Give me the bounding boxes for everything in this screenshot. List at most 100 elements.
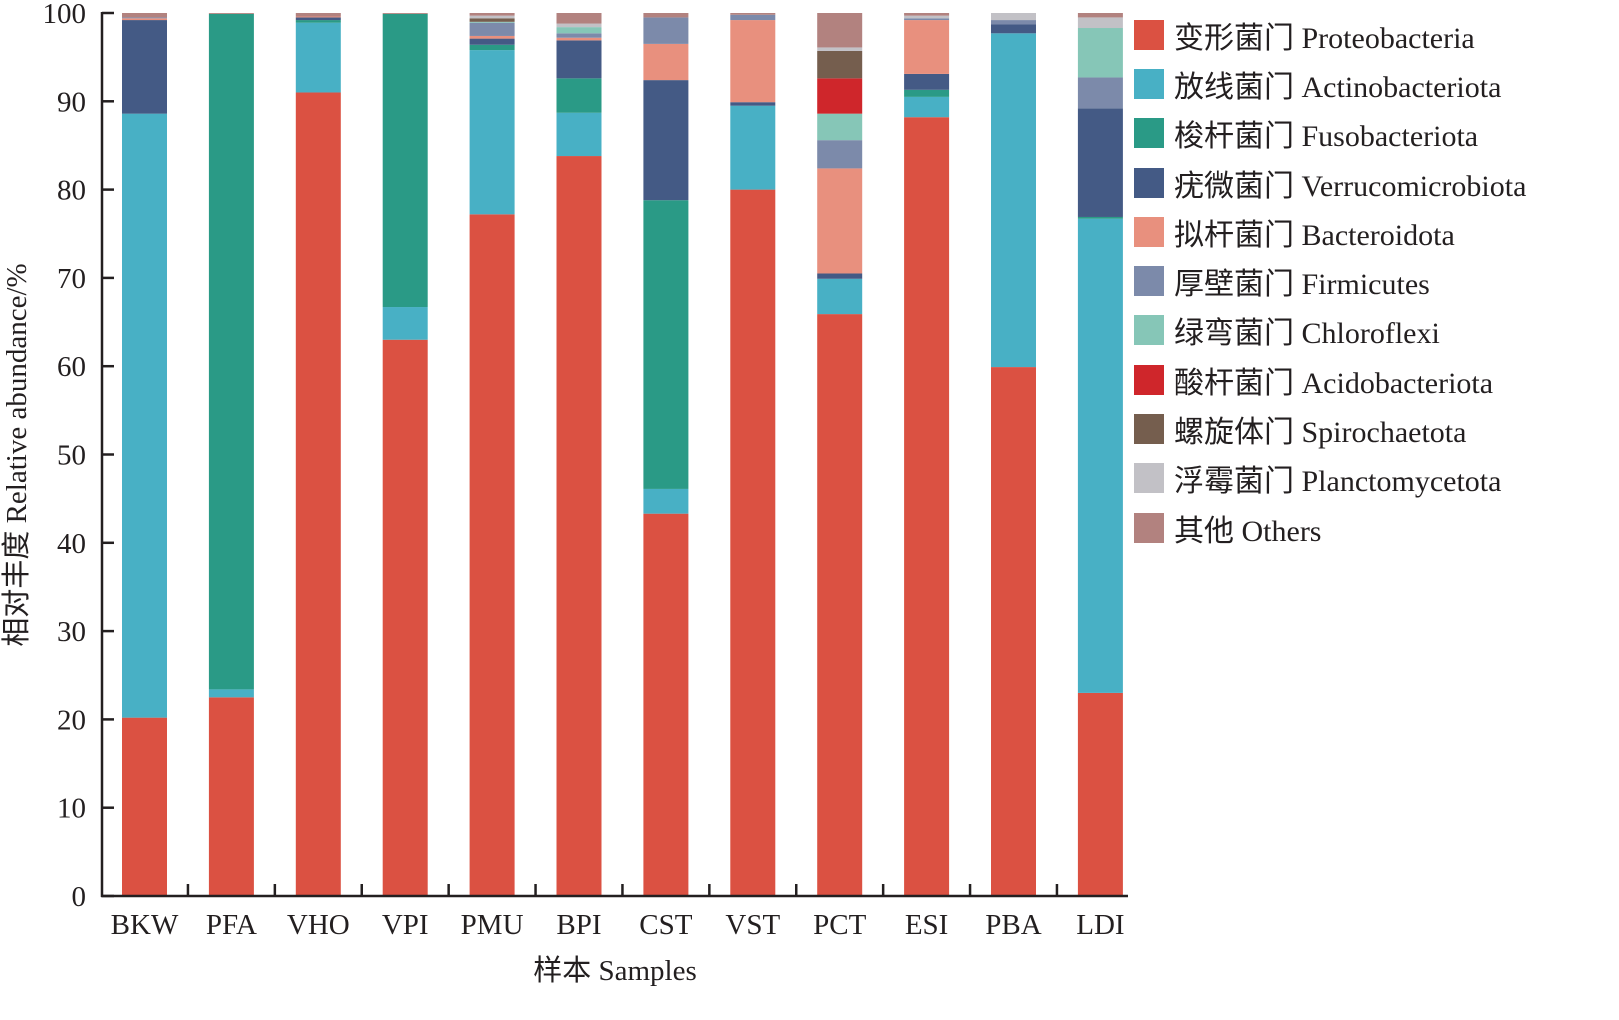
y-axis-title: 相对丰度 Relative abundance/% <box>0 263 33 646</box>
bar-segment <box>991 20 1036 25</box>
bar-segment <box>1077 77 1123 109</box>
y-tick-label: 20 <box>57 704 86 736</box>
x-tick-label: PMU <box>461 909 524 941</box>
bar-segment <box>904 96 950 118</box>
legend-swatch <box>1134 364 1164 395</box>
bar-segment <box>469 21 515 23</box>
bar-group-pct <box>817 13 863 896</box>
y-tick-label: 80 <box>57 175 86 207</box>
axes-layer <box>100 12 1128 898</box>
bar-group-vho <box>295 13 341 897</box>
bar-segment <box>469 18 515 22</box>
bar-segment <box>1077 17 1123 29</box>
bar-segment <box>556 40 602 79</box>
bar-segment <box>730 13 776 15</box>
bar-segment <box>991 33 1036 368</box>
bar-segment <box>1077 218 1123 693</box>
legend-label: 酸杆菌门 Acidobacteriota <box>1174 366 1494 400</box>
bar-segment <box>122 20 167 114</box>
bar-segment <box>730 14 776 21</box>
legend-swatch <box>1134 167 1164 198</box>
legend-swatch <box>1134 19 1164 50</box>
bar-segment <box>469 13 515 16</box>
legend-swatch <box>1134 414 1164 445</box>
legend-swatch <box>1134 266 1164 297</box>
bar-segment <box>295 16 341 18</box>
y-ticks: 0 10 20 30 40 50 60 70 80 90 100 <box>43 0 114 913</box>
legend-label: 拟杆菌门 Bacteroidota <box>1174 218 1455 252</box>
legend-item: 厚壁菌门 Firmicutes <box>1134 256 1526 305</box>
bar-segment <box>643 80 689 201</box>
bar-segment <box>730 102 776 106</box>
y-tick-label: 0 <box>72 881 87 913</box>
x-tick-label: LDI <box>1076 909 1124 941</box>
bar-segment <box>122 18 167 21</box>
legend-label: 厚壁菌门 Firmicutes <box>1174 268 1430 302</box>
bar-segment <box>643 513 689 896</box>
bar-segment <box>556 33 602 38</box>
x-tick-label: PFA <box>206 909 257 941</box>
x-tick-label: CST <box>639 909 692 941</box>
bar-segment <box>295 13 341 17</box>
y-tick-label: 30 <box>57 616 86 648</box>
legend-swatch <box>1134 463 1164 494</box>
bar-segment <box>730 20 776 103</box>
bar-segment <box>730 105 776 190</box>
bar-segment <box>556 78 602 113</box>
legend-item: 螺旋体门 Spirochaetota <box>1134 404 1526 453</box>
legend-item: 疣微菌门 Verrucomicrobiota <box>1134 158 1526 207</box>
legend-item: 其他 Others <box>1134 503 1526 552</box>
bar-segment <box>643 17 689 44</box>
bar-group-vst <box>730 13 776 897</box>
legend-item: 拟杆菌门 Bacteroidota <box>1134 207 1526 256</box>
bar-segment <box>904 15 950 19</box>
x-tick-label: VST <box>725 909 780 941</box>
bar-segment <box>904 13 950 16</box>
bar-segment <box>122 17 167 19</box>
legend-swatch <box>1134 118 1164 149</box>
bar-segment <box>556 112 602 157</box>
bar-segment <box>904 89 950 97</box>
bar-segment <box>469 44 515 51</box>
bar-segment <box>208 13 254 690</box>
bar-segment <box>1077 108 1123 217</box>
bar-segment <box>469 22 515 36</box>
bar-segment <box>295 92 341 897</box>
legend: 变形菌门 Proteobacteria 放线菌门 Actinobacteriota… <box>1134 10 1526 552</box>
y-tick-label: 40 <box>57 528 86 560</box>
x-tick-label: VHO <box>287 909 350 941</box>
bar-segment <box>1077 216 1123 219</box>
x-tick-label: PBA <box>985 909 1041 941</box>
bar-segment <box>817 13 863 48</box>
legend-item: 变形菌门 Proteobacteria <box>1134 10 1526 59</box>
bar-segment <box>817 50 863 79</box>
bar-group-bkw <box>122 13 167 896</box>
bar-group-esi <box>904 13 950 897</box>
y-tick-label: 70 <box>57 263 86 295</box>
legend-label: 放线菌门 Actinobacteriota <box>1174 70 1502 104</box>
legend-label: 梭杆菌门 Fusobacteriota <box>1174 120 1479 154</box>
bar-segment <box>208 697 254 896</box>
bar-segment <box>295 20 341 23</box>
bar-segment <box>1077 13 1123 18</box>
bar-segment <box>382 13 428 308</box>
bar-segment <box>382 307 428 340</box>
legend-item: 浮霉菌门 Planctomycetota <box>1134 454 1526 503</box>
x-ticks: BKW PFA VHO VPI PMU BPI CST VST PCT ESI PBA LDI <box>111 884 1125 941</box>
legend-item: 绿弯菌门 Chloroflexi <box>1134 306 1526 355</box>
y-tick-label: 10 <box>57 793 86 825</box>
bar-segment <box>469 214 515 897</box>
y-tick-label: 50 <box>57 440 86 472</box>
legend-label: 浮霉菌门 Planctomycetota <box>1174 465 1502 499</box>
bar-segment <box>730 189 776 897</box>
bar-segment <box>643 43 689 81</box>
legend-label: 其他 Others <box>1174 514 1322 548</box>
legend-label: 变形菌门 Proteobacteria <box>1174 21 1475 55</box>
y-tick-label: 90 <box>57 86 86 118</box>
bar-segment <box>556 13 602 24</box>
bar-segment <box>295 17 341 21</box>
bar-segment <box>643 200 689 489</box>
bar-segment <box>208 689 254 698</box>
bar-segment <box>991 24 1036 34</box>
bar-group-vpi <box>382 13 428 897</box>
